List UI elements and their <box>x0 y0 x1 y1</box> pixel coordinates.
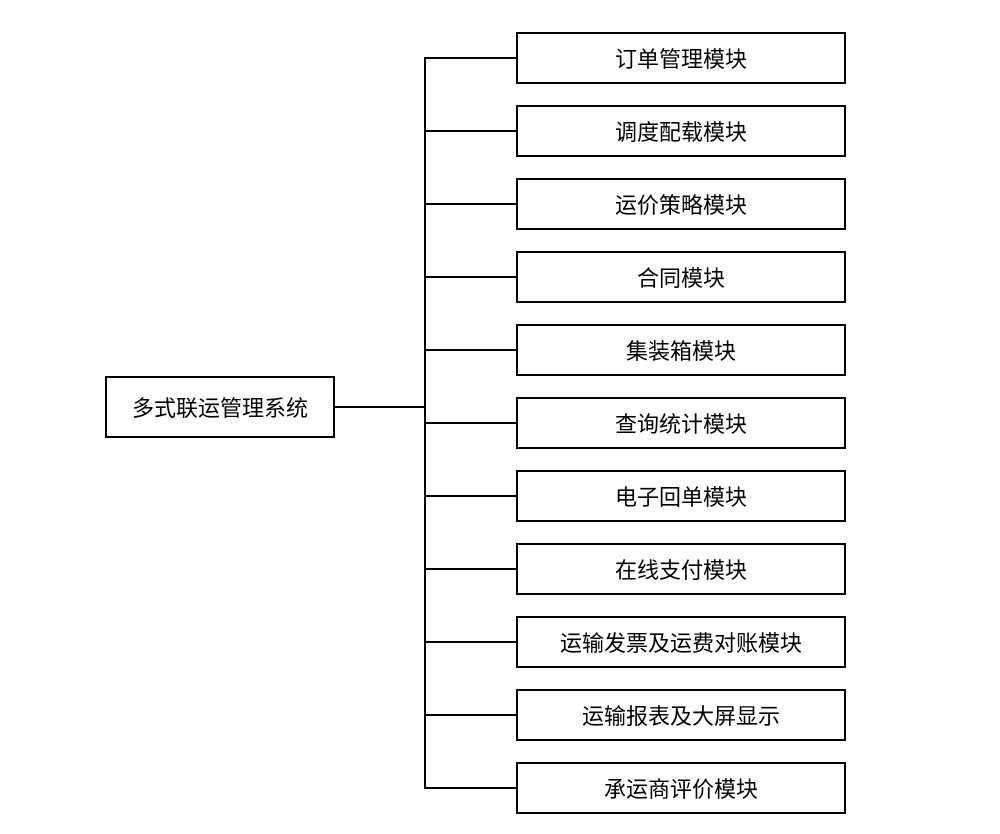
module-node: 订单管理模块 <box>516 32 846 84</box>
module-label: 查询统计模块 <box>615 407 747 439</box>
module-label: 调度配载模块 <box>615 115 747 147</box>
module-node: 集装箱模块 <box>516 324 846 376</box>
connector-horizontal <box>425 714 516 716</box>
connector-horizontal <box>425 641 516 643</box>
module-label: 订单管理模块 <box>615 42 747 74</box>
module-node: 调度配载模块 <box>516 105 846 157</box>
module-node: 在线支付模块 <box>516 543 846 595</box>
connector-horizontal <box>425 422 516 424</box>
root-node: 多式联运管理系统 <box>105 376 335 438</box>
module-node: 承运商评价模块 <box>516 762 846 814</box>
module-label: 运输报表及大屏显示 <box>582 699 780 731</box>
root-node-label: 多式联运管理系统 <box>132 391 308 423</box>
connector-horizontal <box>425 349 516 351</box>
connector-horizontal <box>425 495 516 497</box>
module-node: 运输报表及大屏显示 <box>516 689 846 741</box>
module-label: 在线支付模块 <box>615 553 747 585</box>
connector-horizontal <box>425 57 516 59</box>
diagram-canvas: 多式联运管理系统 订单管理模块 调度配载模块 运价策略模块 合同模块 集装箱模块… <box>0 0 1000 834</box>
module-label: 运价策略模块 <box>615 188 747 220</box>
module-label: 合同模块 <box>637 261 725 293</box>
module-label: 集装箱模块 <box>626 334 736 366</box>
module-label: 承运商评价模块 <box>604 772 758 804</box>
connector-horizontal <box>425 276 516 278</box>
module-node: 电子回单模块 <box>516 470 846 522</box>
connector-horizontal <box>425 787 516 789</box>
module-label: 电子回单模块 <box>615 480 747 512</box>
connector-vertical <box>424 57 426 789</box>
connector-horizontal <box>425 203 516 205</box>
module-node: 运输发票及运费对账模块 <box>516 616 846 668</box>
connector-horizontal <box>425 130 516 132</box>
module-node: 运价策略模块 <box>516 178 846 230</box>
module-node: 合同模块 <box>516 251 846 303</box>
module-label: 运输发票及运费对账模块 <box>560 626 802 658</box>
connector-horizontal <box>335 406 425 408</box>
connector-horizontal <box>425 568 516 570</box>
module-node: 查询统计模块 <box>516 397 846 449</box>
